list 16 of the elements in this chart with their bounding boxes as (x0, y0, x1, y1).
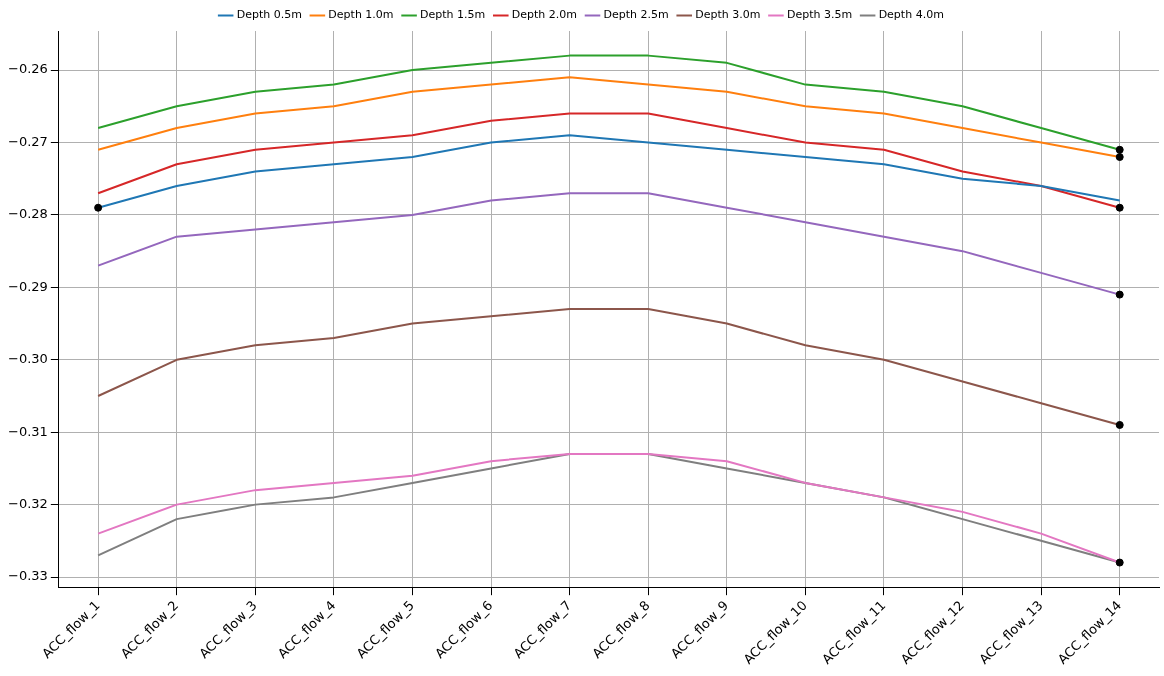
legend-label: Depth 3.0m (695, 8, 761, 22)
y-tick-label: −0.26 (7, 61, 48, 77)
legend-label: Depth 2.5m (603, 8, 669, 22)
y-tick-label: −0.28 (7, 206, 48, 222)
y-tick-label: −0.29 (7, 278, 48, 294)
legend-label: Depth 1.5m (420, 8, 486, 22)
y-tick-label: −0.33 (7, 568, 48, 584)
y-tick-label: −0.31 (7, 423, 48, 439)
legend-label: Depth 2.0m (511, 8, 578, 22)
legend-label: Depth 1.0m (328, 8, 394, 22)
y-tick-label: −0.30 (7, 351, 48, 367)
legend-label: Depth 3.5m (786, 8, 853, 22)
legend-label: Depth 4.0m (878, 8, 944, 22)
legend-label: Depth 0.5m (236, 8, 302, 22)
y-tick-label: −0.32 (7, 496, 48, 511)
y-tick-label: −0.27 (7, 133, 48, 149)
